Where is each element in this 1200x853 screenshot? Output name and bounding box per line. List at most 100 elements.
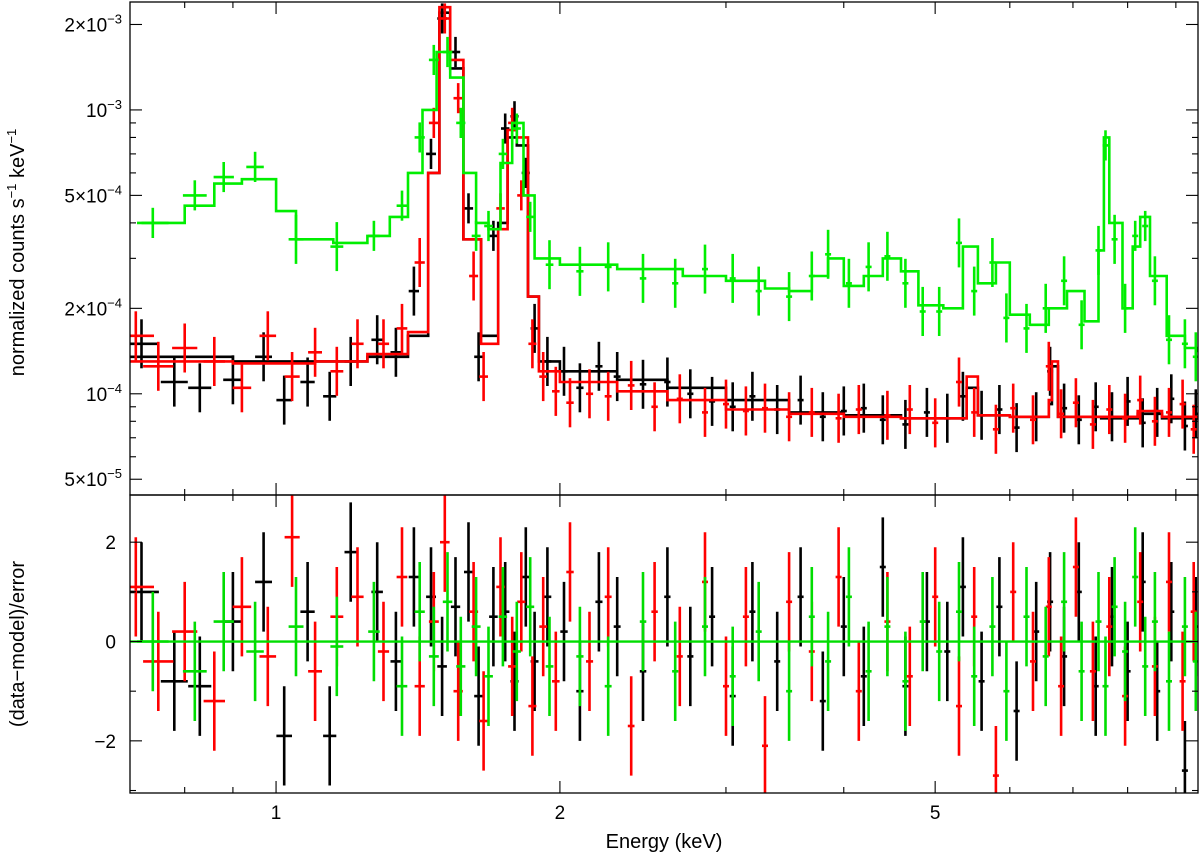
- residual-point: [936, 601, 943, 702]
- residual-point: [1181, 721, 1188, 793]
- spectrum-data-point: [414, 238, 425, 287]
- spectrum-data-point: [723, 379, 729, 429]
- spectrum-data-layer: [130, 3, 1198, 454]
- residual-point: [437, 616, 447, 716]
- residual-point: [1166, 631, 1172, 731]
- residual-point: [762, 696, 768, 793]
- spectrum-data-point: [300, 357, 315, 407]
- spectrum-data-point: [1072, 378, 1079, 428]
- spectrum-y-axis-label: normalized counts s−1 keV−1: [4, 129, 29, 377]
- residual-point: [1102, 636, 1109, 736]
- residual-point: [545, 616, 554, 716]
- residual-point: [440, 495, 450, 592]
- spectrum-data-point: [845, 258, 852, 308]
- spectrum-data-point: [1095, 225, 1102, 275]
- spectrum-data-point: [137, 207, 169, 238]
- spectrum-data-point: [840, 386, 847, 436]
- spectrum-data-point: [1058, 389, 1065, 439]
- residual-point: [879, 517, 886, 617]
- residual-point: [1058, 636, 1065, 736]
- residual-point: [160, 631, 188, 731]
- spectrum-data-point: [1151, 396, 1158, 446]
- residual-point: [1179, 631, 1186, 731]
- residual-point: [1166, 532, 1172, 632]
- residual-point: [1181, 577, 1188, 677]
- spectrum-data-point: [971, 387, 978, 437]
- spectrum-data-point: [808, 387, 815, 437]
- spectrum-data-point: [702, 387, 708, 437]
- residual-point: [377, 601, 390, 702]
- residual-point: [845, 547, 852, 647]
- residuals-data-layer: [130, 495, 1198, 793]
- spectrum-data-point: [1142, 210, 1149, 242]
- residual-point: [517, 552, 526, 652]
- residual-point: [639, 572, 647, 672]
- residual-point: [232, 557, 252, 657]
- spectrum-data-point: [639, 359, 647, 409]
- residual-point: [651, 562, 658, 662]
- spectrum-data-point: [1061, 256, 1068, 306]
- residuals-panel-frame: [129, 494, 1199, 794]
- spectrum-data-point: [1179, 379, 1186, 429]
- residual-point: [1106, 577, 1113, 677]
- spectrum-data-point: [932, 398, 939, 448]
- spectrum-data-point: [552, 366, 560, 416]
- residual-point: [1078, 621, 1085, 721]
- residual-point: [1132, 527, 1139, 627]
- spectrum-data-point: [923, 387, 930, 437]
- spectrum-data-point: [539, 352, 548, 402]
- residual-point: [172, 581, 198, 682]
- spectrum-data-point: [992, 404, 999, 454]
- spectrum-data-point: [371, 315, 383, 365]
- x-tick-label: 5: [930, 803, 941, 824]
- spectrum-data-point: [474, 332, 484, 382]
- residual-point: [390, 611, 402, 711]
- residual-point: [566, 522, 574, 622]
- residual-point: [956, 656, 962, 756]
- residual-point: [396, 527, 408, 627]
- spectrum-data-point: [1122, 393, 1129, 443]
- residual-point: [284, 495, 300, 587]
- spectrum-data-point: [879, 395, 886, 445]
- spectrum-data-point: [442, 36, 453, 68]
- spectrum-data-point: [203, 336, 225, 386]
- residual-point: [521, 527, 530, 627]
- residual-point: [1142, 616, 1149, 716]
- spectrum-data-point: [246, 151, 264, 182]
- residual-point: [613, 577, 621, 677]
- spectrum-data-point: [1166, 387, 1172, 437]
- spectrum-data-point: [1003, 293, 1010, 343]
- residual-point: [508, 616, 517, 716]
- residual-point: [450, 557, 461, 657]
- spectrum-data-point: [971, 266, 978, 316]
- residual-point: [368, 581, 380, 682]
- spectrum-data-point: [865, 242, 872, 292]
- residual-point: [1095, 572, 1102, 672]
- spectrum-data-point: [749, 371, 756, 421]
- residual-point: [797, 547, 804, 647]
- residual-point: [344, 502, 357, 602]
- spectrum-data-point: [545, 240, 554, 290]
- residual-point: [919, 572, 926, 672]
- spectrum-data-point: [702, 244, 708, 294]
- spectrum-data-point: [232, 363, 252, 413]
- residual-point: [932, 547, 939, 647]
- residual-point: [552, 631, 560, 731]
- residual-point: [749, 562, 756, 662]
- residual-point: [956, 562, 962, 662]
- residual-point: [259, 606, 277, 707]
- residual-point: [978, 631, 985, 731]
- spectrum-data-point: [259, 311, 277, 361]
- residual-point: [971, 626, 978, 726]
- spectrum-data-point: [989, 238, 996, 287]
- spectrum-data-point: [627, 360, 635, 410]
- x-tick-label: 2: [555, 803, 566, 824]
- spectrum-data-point: [276, 375, 292, 425]
- residual-point: [539, 577, 548, 677]
- residual-point: [825, 611, 832, 711]
- residual-point: [1013, 661, 1020, 761]
- spectrum-data-point: [1132, 220, 1139, 251]
- spectrum-data-point: [1190, 404, 1197, 454]
- residual-point: [1023, 567, 1030, 667]
